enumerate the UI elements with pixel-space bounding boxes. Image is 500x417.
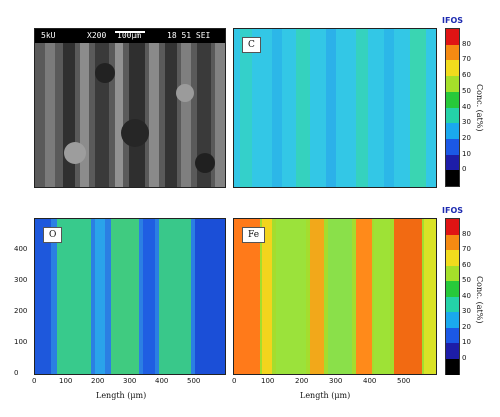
y-tick-0: 0 [14,369,19,377]
x-tick-100: 100 [59,377,73,385]
sem-texture [35,43,225,187]
sem-scale-bar [115,31,145,33]
x-tick-200: 200 [91,377,105,385]
colorbar-bottom-unit: Conc. (at%) [475,276,484,324]
colorbar-tick-label: 70 [462,245,471,253]
colorbar-cell [446,234,459,251]
sem-stamp: 18 51 SEI [167,31,211,40]
y-tick-200: 200 [14,307,28,315]
colorbar-cell [446,60,459,77]
carbon-map-label: C [242,37,261,53]
colorbar-cell [446,91,459,108]
colorbar-tick-label: 20 [462,322,471,331]
colorbar-cell [446,29,459,46]
colorbar-tick-label: 30 [462,118,471,127]
colorbar-cell [446,265,459,282]
x-tick-0: 0 [32,377,37,385]
y-tick-400: 400 [14,245,28,253]
colorbar-tick-label: 10 [462,338,471,346]
colorbar-cell [446,327,459,344]
fe-x-tick-400: 400 [363,377,377,385]
colorbar-cell [446,281,459,297]
colorbar-cell [446,250,459,266]
colorbar-tick-label: 60 [462,71,471,80]
sem-voltage: 5kU [41,31,56,40]
colorbar-cell [446,138,459,156]
fe-x-tick-200: 200 [295,377,309,385]
x-axis-label: Length (μm) [96,391,147,400]
colorbar-tick-label: 40 [462,102,471,111]
x-tick-500: 500 [187,377,201,385]
colorbar-cell [446,123,459,140]
oxygen-map-label: O [43,227,63,243]
oxygen-map: O [34,218,226,375]
colorbar-bottom-title: IFOS [442,206,464,215]
colorbar-tick-label: 0 [462,353,467,362]
oxygen-map-image [35,219,225,374]
iron-map-image [234,219,436,374]
colorbar-tick-label: 50 [462,86,471,95]
colorbar-cell [446,154,459,171]
sem-scale-label: 100μm [117,31,142,40]
fe-x-tick-100: 100 [261,377,275,385]
colorbar-top [445,28,460,187]
fe-x-tick-300: 300 [329,377,343,385]
colorbar-cell [446,296,459,313]
colorbar-cell [446,358,459,375]
colorbar-cell [446,219,459,235]
sem-magnification: X200 [87,31,107,40]
x-tick-300: 300 [123,377,137,385]
colorbar-top-title: IFOS [442,16,464,25]
colorbar-cell [446,76,459,93]
iron-map-label: Fe [242,227,266,243]
sem-info-bar: 5kU X200 100μm 18 51 SEI [35,29,225,43]
colorbar-tick-label: 80 [462,229,471,238]
colorbar-tick-label: 70 [462,55,471,64]
colorbar-tick-label: 40 [462,291,471,300]
sem-image: 5kU X200 100μm 18 51 SEI [34,28,226,188]
colorbar-cell [446,343,459,359]
iron-map: Fe [233,218,437,375]
colorbar-tick-label: 0 [462,165,467,174]
fe-x-tick-500: 500 [397,377,411,385]
colorbar-top-unit: Conc. (at%) [475,84,484,132]
carbon-map-image [234,29,436,187]
colorbar-tick-label: 50 [462,276,471,284]
y-tick-100: 100 [14,338,28,346]
colorbar-cell [446,170,459,187]
fe-x-axis-label: Length (μm) [300,391,351,400]
colorbar-tick-label: 30 [462,307,471,315]
colorbar-tick-label: 80 [462,39,471,48]
colorbar-tick-label: 20 [462,133,471,142]
colorbar-tick-label: 60 [462,260,471,269]
fe-x-tick-0: 0 [232,377,237,385]
colorbar-cell [446,312,459,328]
carbon-map: C [233,28,437,188]
y-tick-300: 300 [14,276,28,284]
colorbar-tick-label: 10 [462,149,471,158]
colorbar-cell [446,44,459,61]
colorbar-cell [446,107,459,124]
colorbar-bottom [445,218,460,375]
x-tick-400: 400 [155,377,169,385]
